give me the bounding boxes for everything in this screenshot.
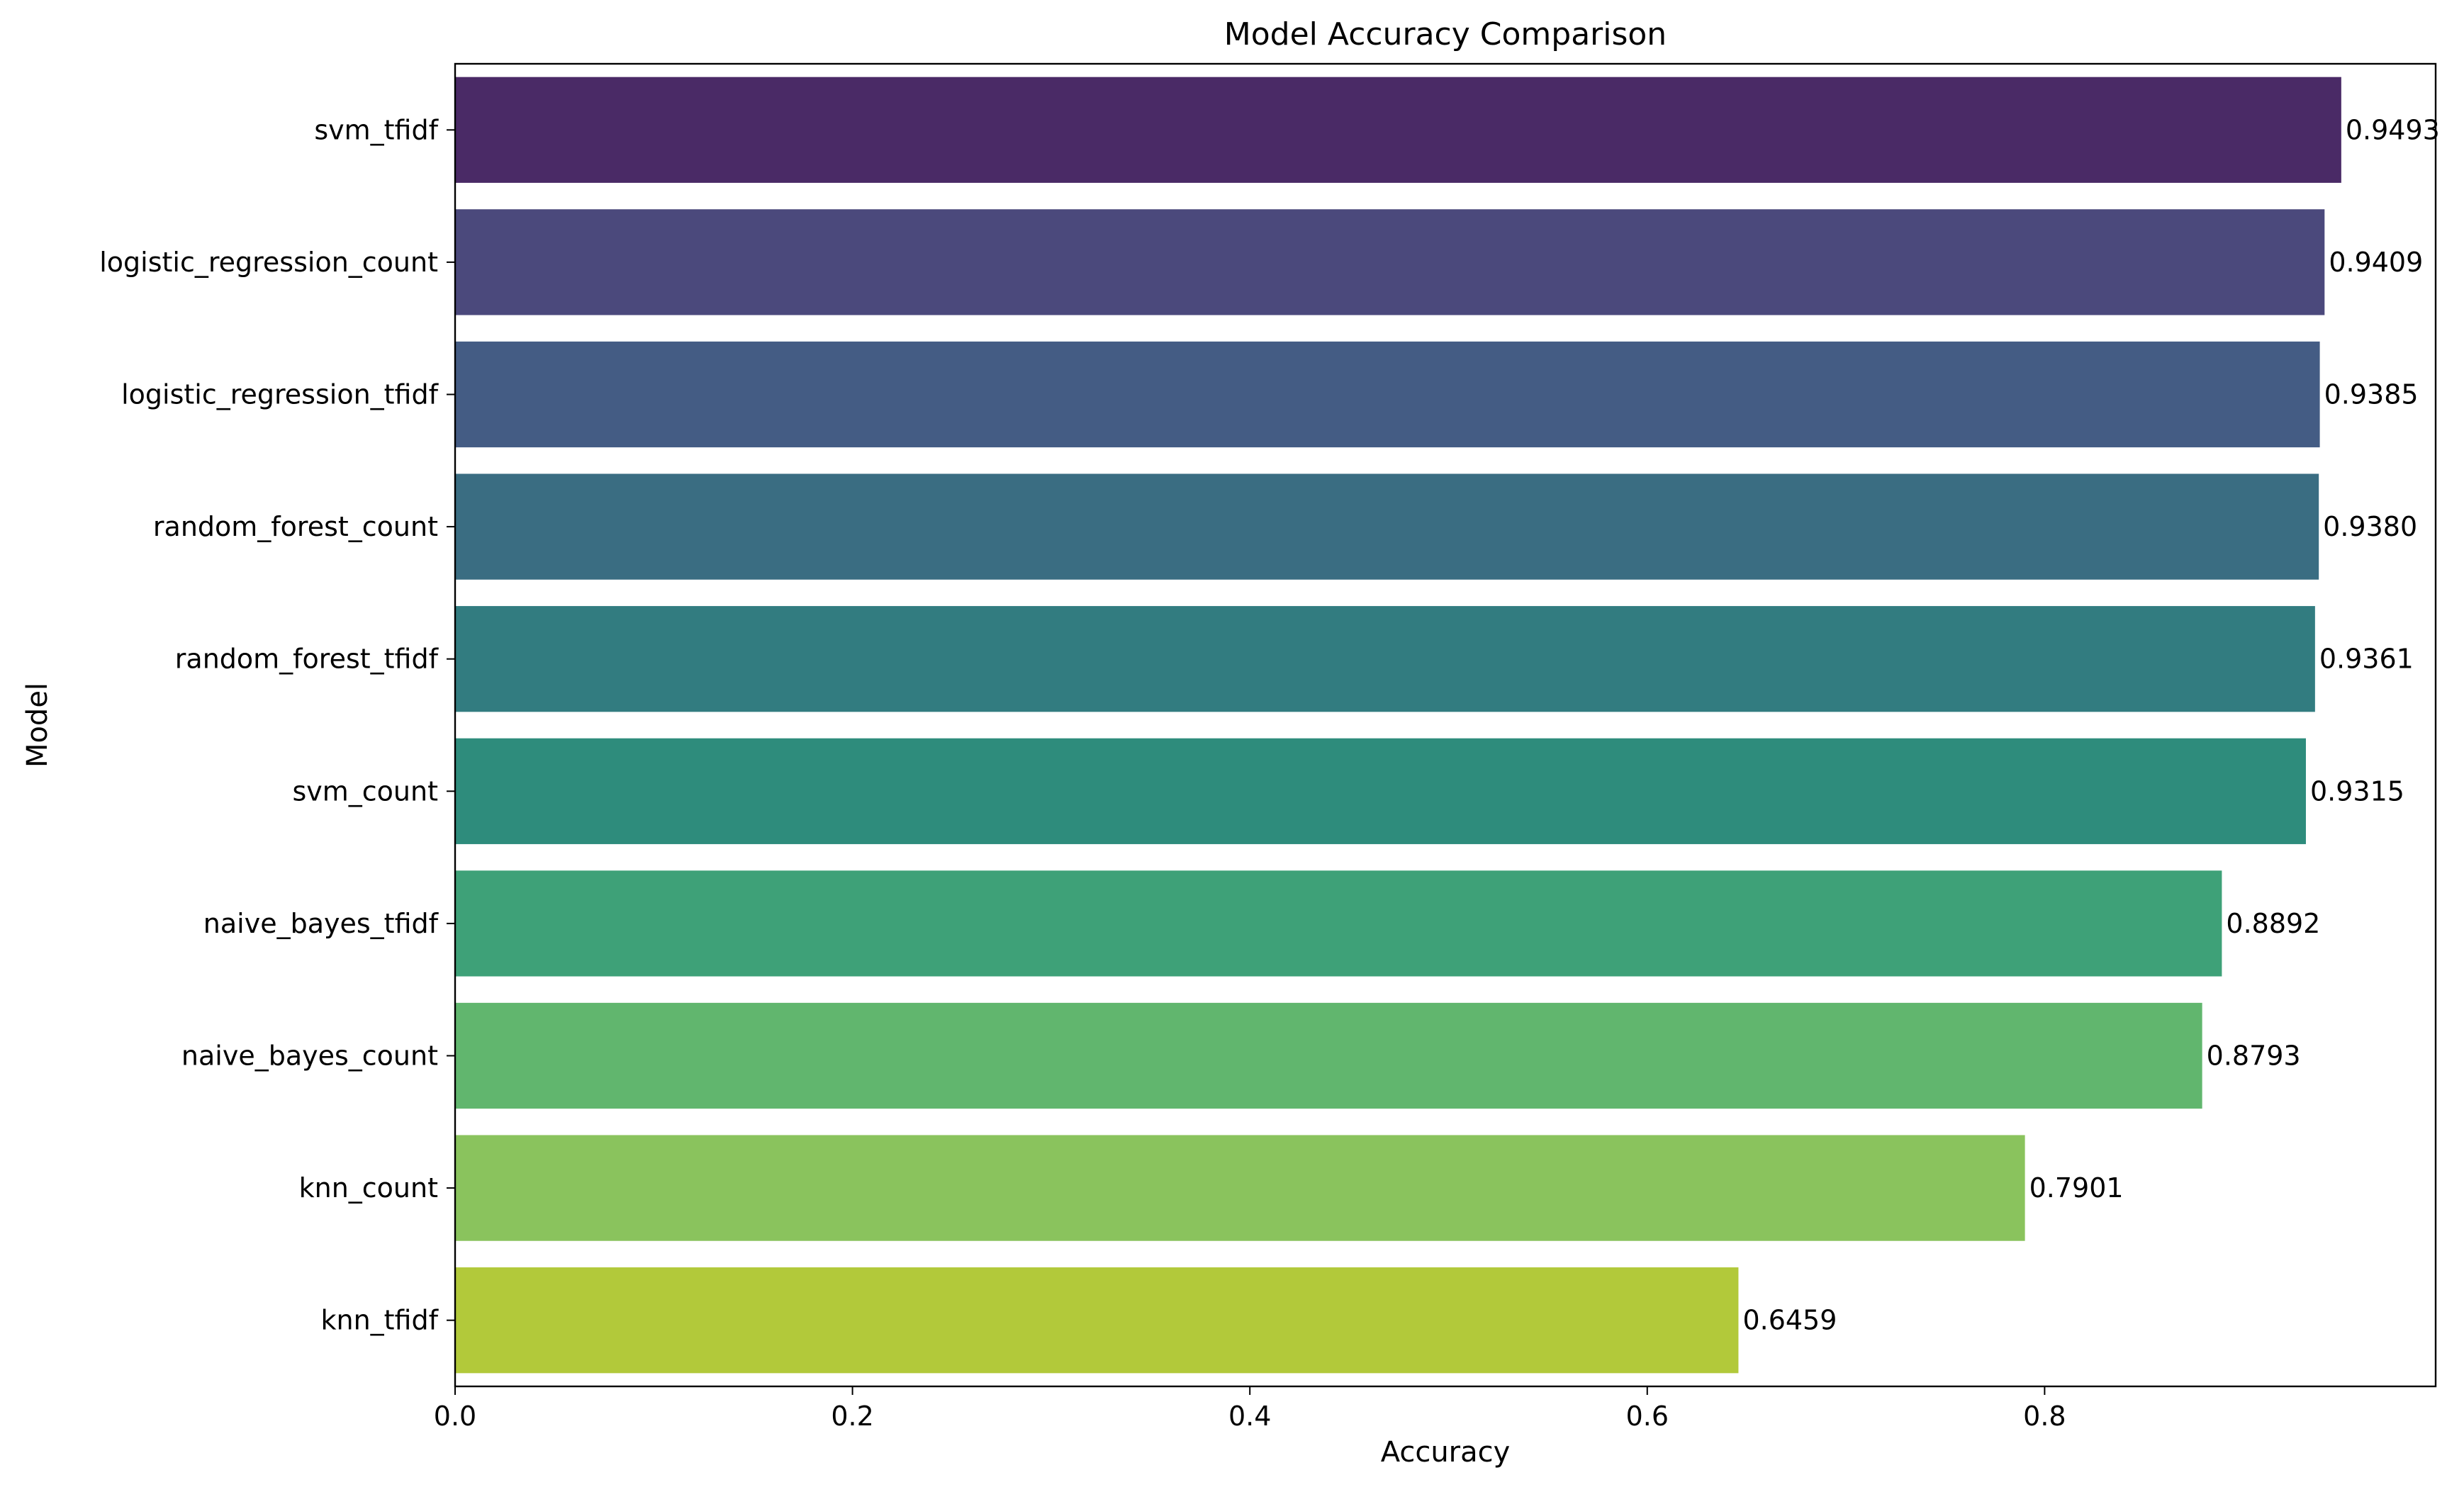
- data-label-naive_bayes_count: 0.8793: [2207, 1041, 2301, 1072]
- bar-knn_count: [455, 1135, 2025, 1241]
- x-tick-label-2: 0.4: [1228, 1401, 1271, 1432]
- bar-logistic_regression_tfidf: [455, 341, 2320, 448]
- x-tick-label-3: 0.6: [1626, 1401, 1669, 1432]
- x-tick-label-0: 0.0: [434, 1401, 476, 1432]
- bar-svm_count: [455, 738, 2306, 844]
- y-tick-label-naive_bayes_count: naive_bayes_count: [181, 1041, 438, 1072]
- data-label-logistic_regression_tfidf: 0.9385: [2324, 379, 2419, 410]
- x-axis-label: Accuracy: [1381, 1436, 1511, 1469]
- plot-frame: [454, 62, 2437, 1388]
- data-label-svm_tfidf: 0.9493: [2346, 114, 2440, 145]
- y-tick-label-svm_count: svm_count: [292, 775, 438, 807]
- data-label-random_forest_count: 0.9380: [2323, 511, 2417, 542]
- data-label-svm_count: 0.9315: [2310, 775, 2404, 807]
- bar-knn_tfidf: [455, 1267, 1739, 1374]
- y-tick-label-svm_tfidf: svm_tfidf: [314, 114, 439, 145]
- bar-naive_bayes_tfidf: [455, 870, 2222, 977]
- x-tick-label-1: 0.2: [831, 1401, 873, 1432]
- bar-random_forest_tfidf: [455, 606, 2315, 712]
- x-tick-label-4: 0.8: [2023, 1401, 2066, 1432]
- data-label-knn_count: 0.7901: [2029, 1172, 2124, 1204]
- y-axis-label: Model: [21, 683, 54, 768]
- y-tick-label-logistic_regression_tfidf: logistic_regression_tfidf: [121, 379, 439, 410]
- y-tick-label-knn_count: knn_count: [299, 1172, 438, 1204]
- y-tick-label-naive_bayes_tfidf: naive_bayes_tfidf: [203, 908, 439, 939]
- data-label-knn_tfidf: 0.6459: [1742, 1305, 1837, 1336]
- y-tick-label-logistic_regression_count: logistic_regression_count: [99, 247, 438, 278]
- y-tick-label-random_forest_count: random_forest_count: [153, 511, 438, 542]
- y-tick-label-random_forest_tfidf: random_forest_tfidf: [175, 644, 439, 675]
- bar-svm_tfidf: [455, 77, 2341, 183]
- bar-random_forest_count: [455, 473, 2319, 580]
- data-label-naive_bayes_tfidf: 0.8892: [2226, 908, 2320, 939]
- plot-area: 0.9493 svm_tfidf 0.9409 logistic_regression…: [99, 62, 2440, 1432]
- bar-logistic_regression_count: [455, 209, 2325, 315]
- y-tick-label-knn_tfidf: knn_tfidf: [320, 1305, 439, 1336]
- data-label-logistic_regression_count: 0.9409: [2329, 247, 2423, 278]
- chart-title: Model Accuracy Comparison: [1224, 16, 1667, 52]
- data-label-random_forest_tfidf: 0.9361: [2319, 644, 2414, 675]
- bar-naive_bayes_count: [455, 1002, 2202, 1109]
